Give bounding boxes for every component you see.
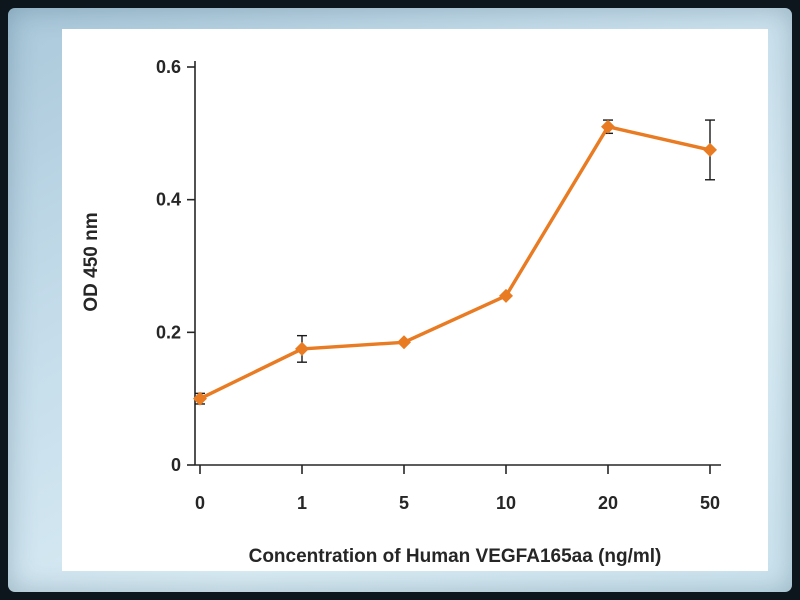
chart-panel: 0 0.2 0.4 0.6 0 1 5 10 20 50 OD 450 nm Concentrat…	[62, 29, 768, 571]
y-axis-title: OD 450 nm	[81, 212, 102, 312]
y-tick-label: 0.6	[156, 57, 181, 77]
data-point-marker	[703, 142, 717, 157]
data-point-marker	[397, 335, 411, 350]
x-tick-label: 50	[700, 493, 720, 513]
x-axis-title: Concentration of Human VEGFA165aa (ng/ml…	[248, 546, 662, 567]
data-point-marker	[295, 341, 309, 356]
y-tick-label: 0.4	[156, 190, 181, 210]
x-tick-label: 20	[598, 493, 618, 513]
chart-frame: 0 0.2 0.4 0.6 0 1 5 10 20 50 OD 450 nm Concentrat…	[8, 8, 792, 592]
x-tick-label: 5	[399, 493, 409, 513]
line-chart: 0 0.2 0.4 0.6 0 1 5 10 20 50	[156, 57, 721, 513]
x-tick-label: 10	[496, 493, 516, 513]
data-point-marker	[499, 288, 513, 303]
data-point-marker	[601, 119, 615, 134]
x-tick-label: 1	[297, 493, 307, 513]
series-line	[198, 124, 712, 401]
x-tick-label: 0	[195, 493, 205, 513]
y-tick-label: 0.2	[156, 322, 181, 342]
data-point-marker	[193, 391, 207, 406]
y-tick-label: 0	[171, 455, 181, 475]
